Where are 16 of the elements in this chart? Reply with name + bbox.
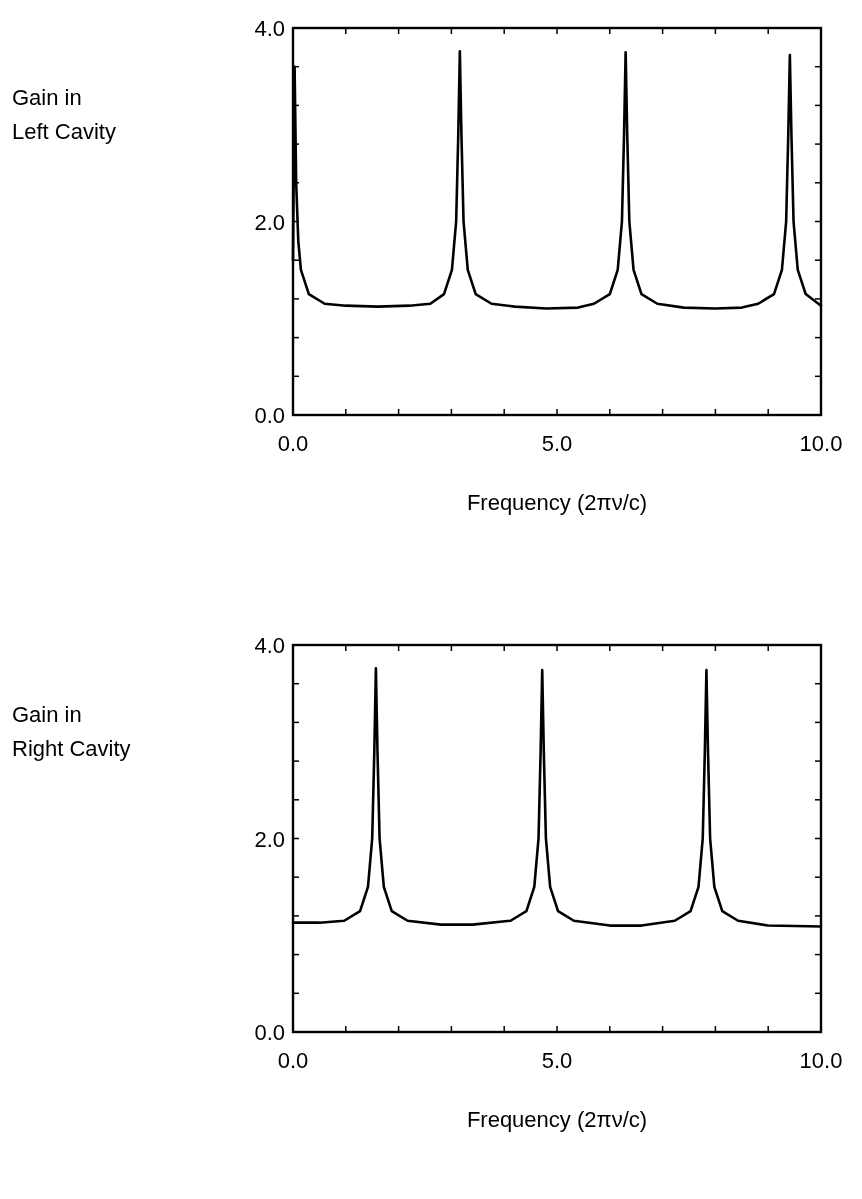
- x-tick-label: 0.0: [277, 1048, 309, 1073]
- x-axis-title: Frequency (2πν/c): [466, 1107, 648, 1132]
- y-tick-label: 2.0: [254, 209, 285, 235]
- x-axis-title: Frequency (2πν/c): [466, 490, 648, 515]
- y-tick-label: 0.0: [254, 1020, 285, 1045]
- x-tick-label: 0.0: [277, 431, 309, 456]
- y-tick-label: 4.0: [254, 16, 285, 41]
- y-tick-label: 0.0: [254, 403, 285, 428]
- y-tick-label: 2.0: [254, 826, 285, 852]
- y-axis-title: Gain in Right Cavity: [12, 702, 131, 762]
- x-tick-label: 10.0: [799, 1048, 843, 1073]
- x-tick-label: 5.0: [541, 1048, 573, 1073]
- y-tick-label: 4.0: [254, 633, 285, 658]
- x-tick-label: 10.0: [799, 431, 843, 456]
- x-tick-label: 5.0: [541, 431, 573, 456]
- y-axis-title: Gain in Left Cavity: [12, 85, 116, 145]
